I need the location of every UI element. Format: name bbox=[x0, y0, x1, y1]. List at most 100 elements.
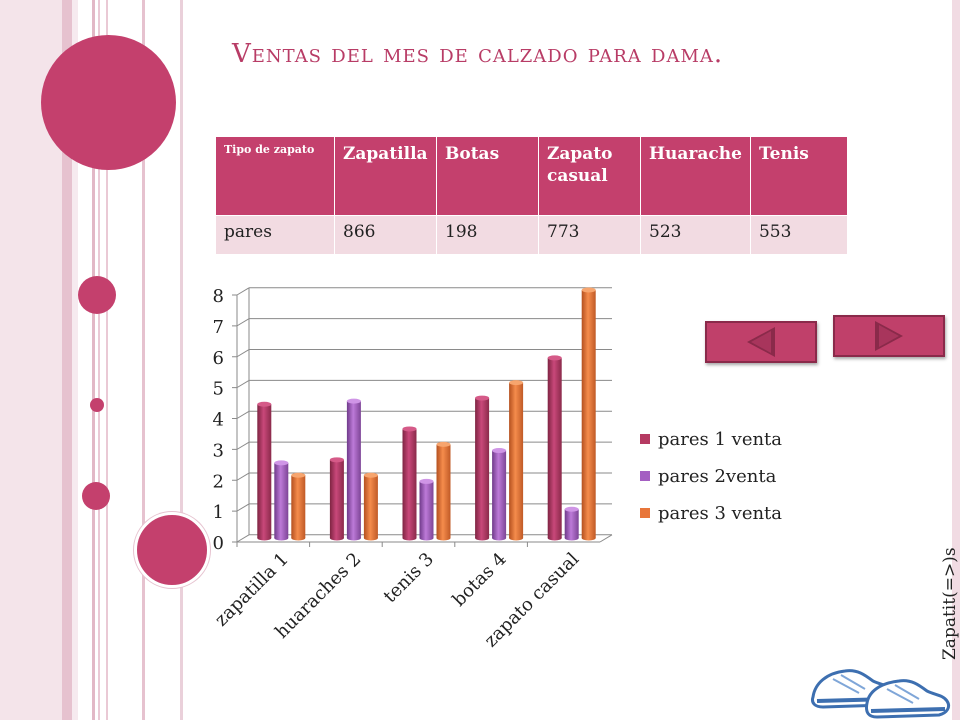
bar-3-0 bbox=[475, 398, 490, 538]
gridline-depth bbox=[236, 503, 250, 512]
y-tick-label: 6 bbox=[213, 348, 224, 369]
next-slide-button[interactable] bbox=[833, 315, 945, 357]
bar-2-1 bbox=[419, 481, 434, 538]
gridline-depth bbox=[236, 441, 250, 450]
legend-entry-0: pares 1 venta bbox=[658, 429, 782, 450]
table-header-row: Tipo de zapato Zapatilla Botas Zapato ca… bbox=[215, 136, 848, 216]
y-tick-label: 4 bbox=[213, 410, 224, 431]
decor-stripe bbox=[92, 0, 95, 720]
x-tick-label: tenis 3 bbox=[380, 549, 438, 607]
bar-base-4-2 bbox=[581, 535, 596, 541]
bar-0-1 bbox=[274, 462, 289, 538]
legend-entry-2: pares 3 venta bbox=[658, 503, 782, 524]
bar-top-1-1 bbox=[346, 398, 361, 404]
table-header-cell: Zapatilla bbox=[334, 136, 437, 216]
bar-4-0 bbox=[547, 357, 562, 538]
gridline-depth bbox=[236, 318, 250, 327]
y-tick-label: 5 bbox=[213, 379, 224, 400]
table-cell: 553 bbox=[749, 215, 848, 255]
bar-3-1 bbox=[492, 450, 507, 538]
table-header-cell: Zapato casual bbox=[538, 136, 641, 216]
bar-top-4-0 bbox=[547, 355, 562, 361]
bar-top-2-2 bbox=[436, 441, 451, 447]
bar-top-1-0 bbox=[329, 457, 344, 463]
y-tick-label: 3 bbox=[213, 440, 224, 461]
gridline-depth bbox=[236, 287, 250, 296]
y-tick-label: 0 bbox=[213, 533, 224, 554]
table-cell: 866 bbox=[334, 215, 437, 255]
legend-entry-1: pares 2venta bbox=[658, 466, 777, 487]
decor-stripe bbox=[106, 0, 108, 720]
floor-edge bbox=[599, 534, 613, 543]
gridline-depth bbox=[236, 534, 250, 543]
sneakers-icon bbox=[811, 669, 951, 719]
bar-base-0-0 bbox=[257, 535, 272, 541]
bar-base-1-1 bbox=[346, 535, 361, 541]
bar-base-4-0 bbox=[547, 535, 562, 541]
bar-base-0-2 bbox=[291, 535, 306, 541]
table-header-cell: Tenis bbox=[749, 136, 848, 216]
bar-3-2 bbox=[509, 382, 524, 538]
legend-swatch-0 bbox=[640, 434, 650, 444]
decor-stripe bbox=[62, 0, 72, 720]
bar-top-3-2 bbox=[509, 380, 524, 386]
triangle-left-icon bbox=[747, 327, 775, 357]
bar-base-2-2 bbox=[436, 535, 451, 541]
bar-0-2 bbox=[291, 475, 306, 538]
bar-base-4-1 bbox=[564, 535, 579, 541]
decor-stripe bbox=[98, 0, 100, 720]
table-header-cell: Huarache bbox=[640, 136, 751, 216]
bar-base-1-0 bbox=[329, 535, 344, 541]
bar-1-2 bbox=[363, 475, 378, 538]
bar-top-0-2 bbox=[291, 472, 306, 478]
legend-swatch-1 bbox=[640, 471, 650, 481]
y-tick-label: 7 bbox=[213, 317, 224, 338]
bar-base-1-2 bbox=[363, 535, 378, 541]
table-cell: pares bbox=[215, 215, 335, 255]
bar-2-0 bbox=[402, 428, 417, 538]
y-tick-label: 2 bbox=[213, 471, 224, 492]
bar-base-3-2 bbox=[509, 535, 524, 541]
bar-top-0-1 bbox=[274, 460, 289, 466]
bar-1-0 bbox=[329, 459, 344, 538]
gridline-depth bbox=[236, 379, 250, 389]
decor-stripe bbox=[142, 0, 145, 720]
table-cell: 198 bbox=[436, 215, 539, 255]
triangle-right-icon bbox=[875, 321, 903, 351]
bar-2-2 bbox=[436, 444, 451, 538]
decor-circle bbox=[78, 276, 116, 314]
gridline-depth bbox=[236, 472, 250, 481]
table-row: pares 866 198 773 523 553 bbox=[215, 215, 848, 255]
x-tick-label: botas 4 bbox=[449, 549, 511, 611]
gridline-depth bbox=[236, 410, 250, 419]
bar-top-4-2 bbox=[581, 287, 596, 293]
bar-base-3-1 bbox=[492, 535, 507, 541]
prev-slide-button[interactable] bbox=[705, 321, 817, 363]
bar-top-2-1 bbox=[419, 478, 434, 484]
bar-top-3-0 bbox=[475, 395, 490, 401]
bar-top-1-2 bbox=[363, 472, 378, 478]
bar-top-2-0 bbox=[402, 426, 417, 432]
decor-stripe bbox=[180, 0, 183, 720]
bar-base-2-1 bbox=[419, 535, 434, 541]
table-cell: 773 bbox=[538, 215, 641, 255]
gridline-depth bbox=[236, 349, 250, 358]
decor-circle bbox=[90, 398, 104, 412]
decor-circle bbox=[82, 482, 110, 510]
decor-stripe bbox=[72, 0, 78, 720]
bar-0-0 bbox=[257, 404, 272, 538]
table-header-cell: Tipo de zapato bbox=[215, 136, 335, 216]
y-tick-label: 8 bbox=[213, 286, 224, 307]
sales-table: Tipo de zapato Zapatilla Botas Zapato ca… bbox=[215, 136, 848, 255]
bar-top-4-1 bbox=[564, 506, 579, 512]
side-label: Zapatit(=>)s bbox=[940, 547, 960, 660]
table-header-cell: Botas bbox=[436, 136, 539, 216]
table-cell: 523 bbox=[640, 215, 751, 255]
bar-top-3-1 bbox=[492, 448, 507, 454]
bar-4-1 bbox=[564, 509, 579, 538]
decor-circle bbox=[134, 512, 210, 588]
y-tick-label: 1 bbox=[213, 502, 224, 523]
bar-base-2-0 bbox=[402, 535, 417, 541]
legend-swatch-2 bbox=[640, 508, 650, 518]
